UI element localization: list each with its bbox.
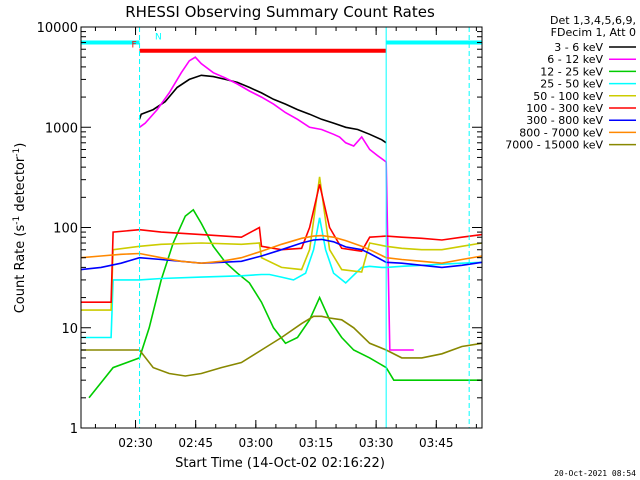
y-axis-label: Count Rate (s-1 detector-1) — [12, 143, 28, 314]
chart-title: RHESSI Observing Summary Count Rates — [125, 3, 435, 21]
legend-label-100-300-kev-kev: 100 - 300 keV — [526, 102, 603, 115]
series-line-800-7000-kev-kev — [80, 234, 483, 265]
state-bar-label-f: F — [132, 41, 137, 51]
y-axis-label-exp1: -1 — [12, 216, 22, 225]
legend-header-line-1: Det 1,3,4,5,6,9, — [550, 14, 636, 27]
y-axis-label-mid: detector — [13, 156, 28, 216]
legend-label-50-100-kev-kev: 50 - 100 keV — [533, 90, 603, 103]
y-tick-label-1: 1 — [70, 422, 78, 437]
legend: Det 1,3,4,5,6,9, FDecim 1, Att 0 3 - 6 k… — [505, 14, 636, 152]
x-tick-label-02-45: 02:45 — [178, 436, 213, 450]
x-tick-label-03-45: 03:45 — [419, 436, 454, 450]
series-line-25-50-kev-kev — [81, 217, 483, 339]
series-line-7000-15000-kev-kev — [81, 315, 483, 377]
legend-label-7000-15000-kev-kev: 7000 - 15000 keV — [505, 139, 603, 152]
state-bar-label-n: N — [155, 33, 162, 43]
x-tick-label-03-30: 03:30 — [359, 436, 394, 450]
series-line-12-25-kev-kev — [88, 208, 482, 399]
x-axis: 02:30 02:45 03:00 03:15 03:30 03:45 — [94, 27, 477, 450]
y-axis-label-end: ) — [13, 143, 28, 148]
legend-label-25-50-kev-kev: 25 - 50 keV — [540, 78, 603, 91]
x-axis-label: Start Time (14-Oct-02 02:16:22) — [175, 456, 385, 471]
legend-label-300-800-kev-kev: 300 - 800 keV — [526, 114, 603, 127]
x-tick-label-02-30: 02:30 — [118, 436, 153, 450]
series-layer — [80, 56, 483, 399]
legend-label-12-25-kev-kev: 12 - 25 keV — [540, 65, 603, 78]
x-tick-label-03-15: 03:15 — [299, 436, 334, 450]
y-tick-label-10000: 10000 — [37, 21, 78, 36]
footer-timestamp: 20-Oct-2021 08:54 — [554, 469, 636, 478]
series-line-6-12-kev-kev — [139, 56, 414, 351]
y-axis-label-exp2: -1 — [12, 148, 22, 157]
series-line-300-800-kev-kev — [80, 238, 483, 271]
legend-label-800-7000-kev-kev: 800 - 7000 keV — [519, 126, 603, 139]
series-line-100-300-kev-kev — [81, 184, 483, 303]
x-tick-label-03-00: 03:00 — [239, 436, 274, 450]
legend-header-line-2: FDecim 1, Att 0 — [551, 26, 636, 39]
legend-label-3-6-kev-kev: 3 - 6 keV — [554, 41, 603, 54]
y-axis: 10000 1000 100 10 1 — [37, 21, 482, 437]
y-tick-label-10: 10 — [61, 322, 78, 337]
y-axis-label-main: Count Rate (s — [13, 225, 28, 314]
overlay-layer: NF — [81, 27, 482, 428]
legend-label-6-12-kev-kev: 6 - 12 keV — [547, 53, 603, 66]
series-line-3-6-kev-kev — [138, 74, 387, 144]
y-tick-label-1000: 1000 — [45, 121, 78, 136]
y-tick-label-100: 100 — [53, 222, 78, 237]
